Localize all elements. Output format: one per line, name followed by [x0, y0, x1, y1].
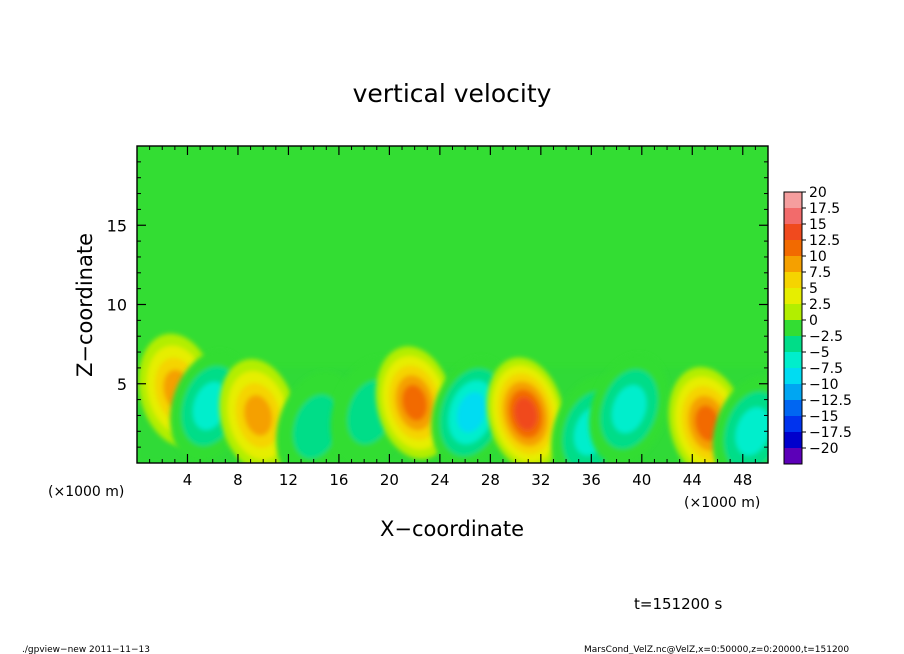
y-axis-ticks: 5 10 15: [107, 161, 768, 448]
colorbar-swatch: [784, 448, 802, 464]
colorbar-swatch: [784, 272, 802, 288]
contour-band: [456, 392, 486, 433]
colorbar-label: −2.5: [809, 329, 843, 345]
contour-band: [611, 385, 647, 434]
x-unit-left: (×1000 m): [48, 484, 124, 500]
x-tick-label: 48: [733, 471, 752, 489]
colorbar-swatch: [784, 384, 802, 400]
colorbar-label: −15: [809, 409, 839, 425]
colorbar-label: −10: [809, 377, 839, 393]
x-tick-label: 44: [683, 471, 702, 489]
time-annotation: t=151200 s: [634, 595, 722, 613]
colorbar-label: 2.5: [809, 297, 831, 313]
colorbar-swatch: [784, 304, 802, 320]
y-tick-label: 5: [117, 375, 127, 394]
x-unit-right: (×1000 m): [684, 495, 760, 511]
colorbar-swatch: [784, 224, 802, 240]
contour-band: [192, 381, 228, 430]
x-tick-label: 20: [380, 471, 399, 489]
colorbar-swatch: [784, 400, 802, 416]
contour-band: [293, 394, 340, 459]
colorbar-swatch: [784, 288, 802, 304]
contour-band: [694, 405, 720, 442]
colorbar-label: 5: [809, 281, 818, 297]
x-axis-ticks: 4 8 12 16 20 24 28 32 36 40 44 48: [149, 146, 756, 489]
colorbar-swatch: [784, 336, 802, 352]
colorbar-label: 7.5: [809, 265, 831, 281]
colorbar-label: −7.5: [809, 361, 843, 377]
x-tick-label: 24: [430, 471, 449, 489]
colorbar-label: 10: [809, 249, 827, 265]
colorbar-swatch: [784, 368, 802, 384]
colorbar: 2017.51512.5107.552.50−2.5−5−7.5−10−12.5…: [783, 185, 852, 465]
footer-left: ./gpview−new 2011−11−13: [22, 645, 150, 654]
x-tick-label: 32: [531, 471, 550, 489]
x-axis-label: X−coordinate: [380, 517, 524, 541]
colorbar-label: −20: [809, 441, 839, 457]
colorbar-swatch: [784, 240, 802, 256]
colorbar-swatch: [784, 416, 802, 432]
y-tick-label: 10: [107, 296, 127, 315]
contour-band: [402, 384, 428, 421]
chart-title: vertical velocity: [353, 79, 552, 108]
colorbar-label: 17.5: [809, 201, 840, 217]
contour-band: [735, 407, 768, 456]
colorbar-swatch: [784, 320, 802, 336]
velocity-field: [137, 333, 768, 463]
x-tick-label: 40: [632, 471, 651, 489]
contour-band: [514, 397, 538, 431]
y-tick-label: 15: [107, 216, 127, 235]
downdraft-cell: [589, 353, 670, 463]
colorbar-label: −5: [809, 345, 830, 361]
downdraft-cell: [712, 375, 768, 463]
updraft-cell: [486, 357, 565, 463]
x-tick-label: 36: [582, 471, 601, 489]
colorbar-swatch: [784, 208, 802, 224]
colorbar-swatch: [784, 192, 802, 208]
colorbar-frame: [783, 191, 803, 465]
colorbar-swatch: [784, 256, 802, 272]
updraft-cell: [219, 359, 298, 463]
colorbar-label: 0: [809, 313, 818, 329]
y-axis-label: Z−coordinate: [73, 233, 97, 377]
x-tick-label: 4: [183, 471, 193, 489]
x-tick-label: 8: [233, 471, 243, 489]
footer-right: MarsCond_VelZ.nc@VelZ,x=0:50000,z=0:2000…: [584, 645, 849, 654]
colorbar-label: 15: [809, 217, 827, 233]
x-tick-label: 12: [279, 471, 298, 489]
colorbar-label: −17.5: [809, 425, 852, 441]
plot-area: [136, 145, 769, 464]
x-tick-label: 16: [329, 471, 348, 489]
colorbar-swatch: [784, 432, 802, 448]
contour-band: [244, 395, 273, 436]
colorbar-label: 20: [809, 185, 827, 201]
colorbar-label: 12.5: [809, 233, 840, 249]
colorbar-swatch: [784, 352, 802, 368]
x-tick-label: 28: [481, 471, 500, 489]
colorbar-label: −12.5: [809, 393, 852, 409]
